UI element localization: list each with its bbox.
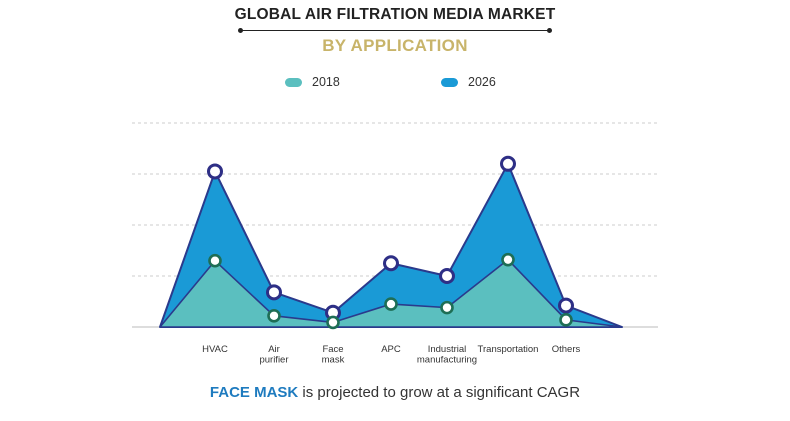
x-tick-label: Transportation bbox=[478, 344, 539, 355]
point-2018 bbox=[384, 297, 398, 311]
caption-highlight: FACE MASK bbox=[209, 384, 299, 401]
point-2026 bbox=[207, 163, 223, 180]
point-2018 bbox=[501, 252, 515, 267]
legend-swatch-2026 bbox=[441, 77, 458, 87]
point-2018 bbox=[267, 308, 281, 323]
chart-subtitle: BY APPLICATION bbox=[322, 36, 468, 55]
x-tick-label: Air purifier bbox=[259, 344, 288, 366]
point-2026 bbox=[383, 255, 399, 272]
legend-label-2026: 2026 bbox=[468, 75, 496, 89]
divider-right-dot bbox=[547, 27, 552, 33]
divider-left-dot bbox=[238, 27, 243, 33]
point-2018 bbox=[440, 300, 454, 315]
legend-swatch-2018 bbox=[285, 77, 302, 87]
point-2018 bbox=[559, 313, 573, 327]
area-chart: HVAC Air purifier Face mask APC Industrial manu… bbox=[132, 122, 658, 366]
caption-text: is projected to grow at a significant CA… bbox=[298, 384, 581, 401]
point-2026 bbox=[266, 284, 282, 301]
point-2018 bbox=[326, 315, 340, 330]
x-tick-label: Industrial manufacturing bbox=[417, 344, 477, 366]
x-tick-label: Face mask bbox=[322, 344, 345, 366]
chart-caption: FACE MASK is projected to grow at a sign… bbox=[0, 384, 790, 401]
legend-label-2018: 2018 bbox=[312, 75, 340, 89]
series-2018-area bbox=[159, 258, 623, 328]
legend-item-2026: 2026 bbox=[441, 75, 496, 89]
point-2026 bbox=[439, 268, 455, 284]
point-2018 bbox=[208, 253, 222, 268]
legend-item-2018: 2018 bbox=[285, 75, 340, 89]
point-2026 bbox=[558, 297, 574, 314]
point-2026 bbox=[500, 155, 516, 172]
title-divider bbox=[238, 27, 552, 33]
x-tick-label: Others bbox=[552, 344, 581, 355]
x-tick-label: HVAC bbox=[202, 344, 228, 355]
x-tick-label: APC bbox=[381, 344, 401, 355]
chart-title: GLOBAL AIR FILTRATION MEDIA MARKET bbox=[234, 6, 556, 23]
